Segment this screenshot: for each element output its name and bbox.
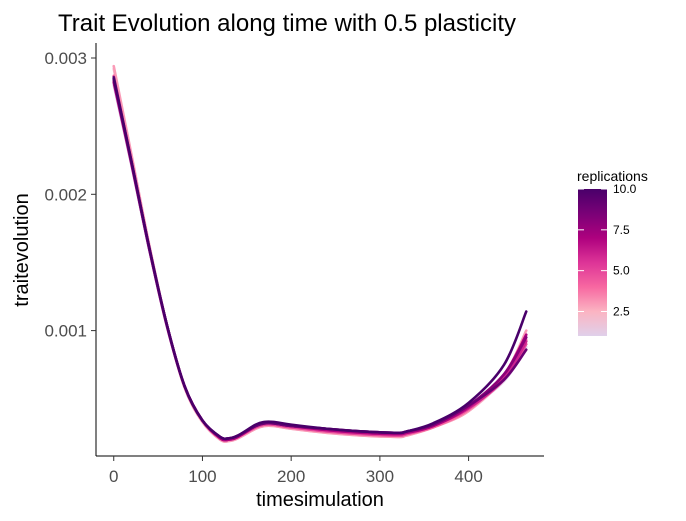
series-line-replication-2 [112,67,528,443]
series-line-replication-3 [112,64,528,443]
series-layer [112,64,528,443]
legend-tick-label: 10.0 [613,182,637,196]
y-ticks: 0.001 0.002 0.003 [44,49,96,341]
series-line-replication-7 [112,81,528,442]
x-tick-label: 0 [109,467,118,486]
x-tick-label: 400 [454,467,482,486]
series-line-replication-4 [112,74,528,442]
chart-title: Trait Evolution along time with 0.5 plas… [58,10,516,37]
y-tick-label: 0.003 [44,49,87,68]
series-line-replication-9 [112,75,528,441]
y-tick-label: 0.002 [44,185,87,204]
legend-title: replications [577,168,648,184]
plot-area: 0 100 200 300 400 0.001 0.002 0.003 [44,43,544,486]
series-line-replication-10 [112,77,528,441]
x-ticks: 0 100 200 300 400 [109,456,483,486]
legend-tick-label: 7.5 [613,223,630,237]
y-axis-title: traitevolution [11,193,33,306]
x-tick-label: 100 [188,467,216,486]
x-tick-label: 200 [277,467,305,486]
y-tick-label: 0.001 [44,322,87,341]
series-line-replication-1 [112,83,528,442]
legend-tick-label: 2.5 [613,305,630,319]
series-line-replication-5 [112,77,528,442]
x-axis-title: timesimulation [256,489,384,511]
legend-colorbar [578,189,607,336]
legend-tick-label: 5.0 [613,264,630,278]
legend: replications 2.5 5.0 7.5 10.0 [577,168,648,336]
series-line-replication-8 [112,78,528,441]
x-tick-label: 300 [366,467,394,486]
legend-ticks: 2.5 5.0 7.5 10.0 [578,182,637,319]
series-line-replication-6 [112,79,528,442]
